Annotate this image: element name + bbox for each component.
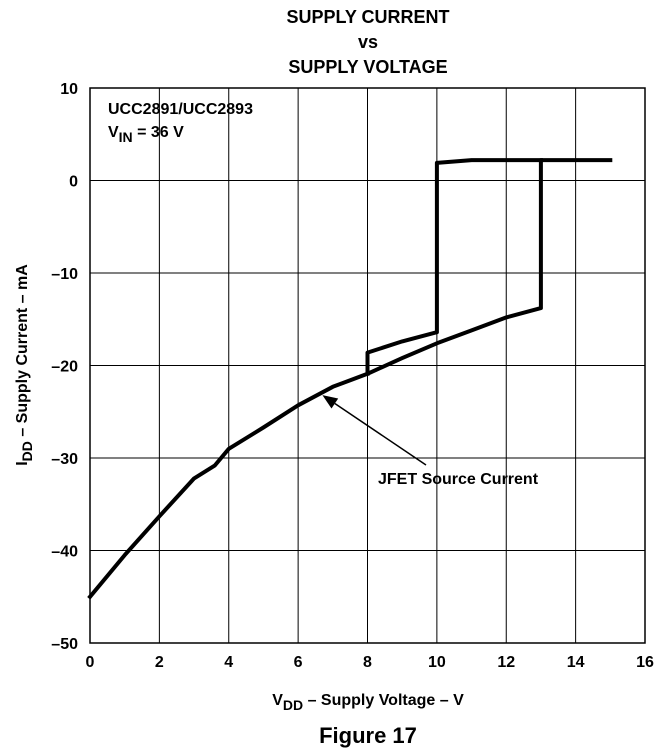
chart-title-line-3: SUPPLY VOLTAGE <box>288 57 447 77</box>
chart-title-line-1: SUPPLY CURRENT <box>286 7 449 27</box>
y-tick-label: 0 <box>69 174 78 191</box>
y-tick-label: –50 <box>51 636 78 653</box>
jfet-source-current-label: JFET Source Current <box>378 471 539 488</box>
y-tick-label: 10 <box>60 81 78 98</box>
y-tick-label: –10 <box>51 266 78 283</box>
x-axis-label-rest: – Supply Voltage – V <box>303 692 464 709</box>
jfet-pointer: JFET Source Current <box>322 395 539 488</box>
series-line-main <box>87 158 613 600</box>
x-tick-label: 2 <box>155 654 164 671</box>
device-label: UCC2891/UCC2893 <box>108 101 253 118</box>
vin-label: VIN = 36 V <box>108 124 184 145</box>
x-tick-label: 12 <box>497 654 515 671</box>
x-tick-label: 0 <box>86 654 95 671</box>
y-tick-label: –30 <box>51 451 78 468</box>
vin-main: V <box>108 124 119 141</box>
y-tick-label: –20 <box>51 359 78 376</box>
y-tick-label: –40 <box>51 544 78 561</box>
y-tick-labels: –50 –40 –30 –20 –10 0 10 <box>51 81 78 653</box>
grid-lines <box>90 88 645 643</box>
x-tick-label: 4 <box>224 654 233 671</box>
x-tick-label: 6 <box>294 654 303 671</box>
x-axis-label-main: V <box>272 692 283 709</box>
pointer-arrowhead <box>322 395 339 409</box>
series-group <box>87 158 613 600</box>
y-axis-label-sub: DD <box>19 441 35 461</box>
y-axis-label-main: I <box>14 461 31 465</box>
vin-rest: = 36 V <box>133 124 184 141</box>
device-annotation: UCC2891/UCC2893 VIN = 36 V <box>108 101 253 145</box>
x-tick-label: 14 <box>567 654 585 671</box>
pointer-line <box>334 402 427 466</box>
chart-title: SUPPLY CURRENT vs SUPPLY VOLTAGE <box>286 7 449 77</box>
series-line-hysteresis <box>365 158 543 376</box>
figure-caption: Figure 17 <box>319 723 417 748</box>
x-tick-label: 10 <box>428 654 446 671</box>
plot-frame <box>89 87 646 644</box>
chart-title-line-2: vs <box>358 32 378 52</box>
y-axis-label-rest: – Supply Current – mA <box>14 264 31 441</box>
x-tick-labels: 0 2 4 6 8 10 12 14 16 <box>86 654 654 671</box>
y-axis-label: IDD – Supply Current – mA <box>14 264 35 466</box>
x-tick-label: 16 <box>636 654 654 671</box>
x-axis-label-sub: DD <box>283 697 303 713</box>
x-axis-label: VDD – Supply Voltage – V <box>272 692 464 713</box>
vin-sub: IN <box>119 129 133 145</box>
x-tick-label: 8 <box>363 654 372 671</box>
